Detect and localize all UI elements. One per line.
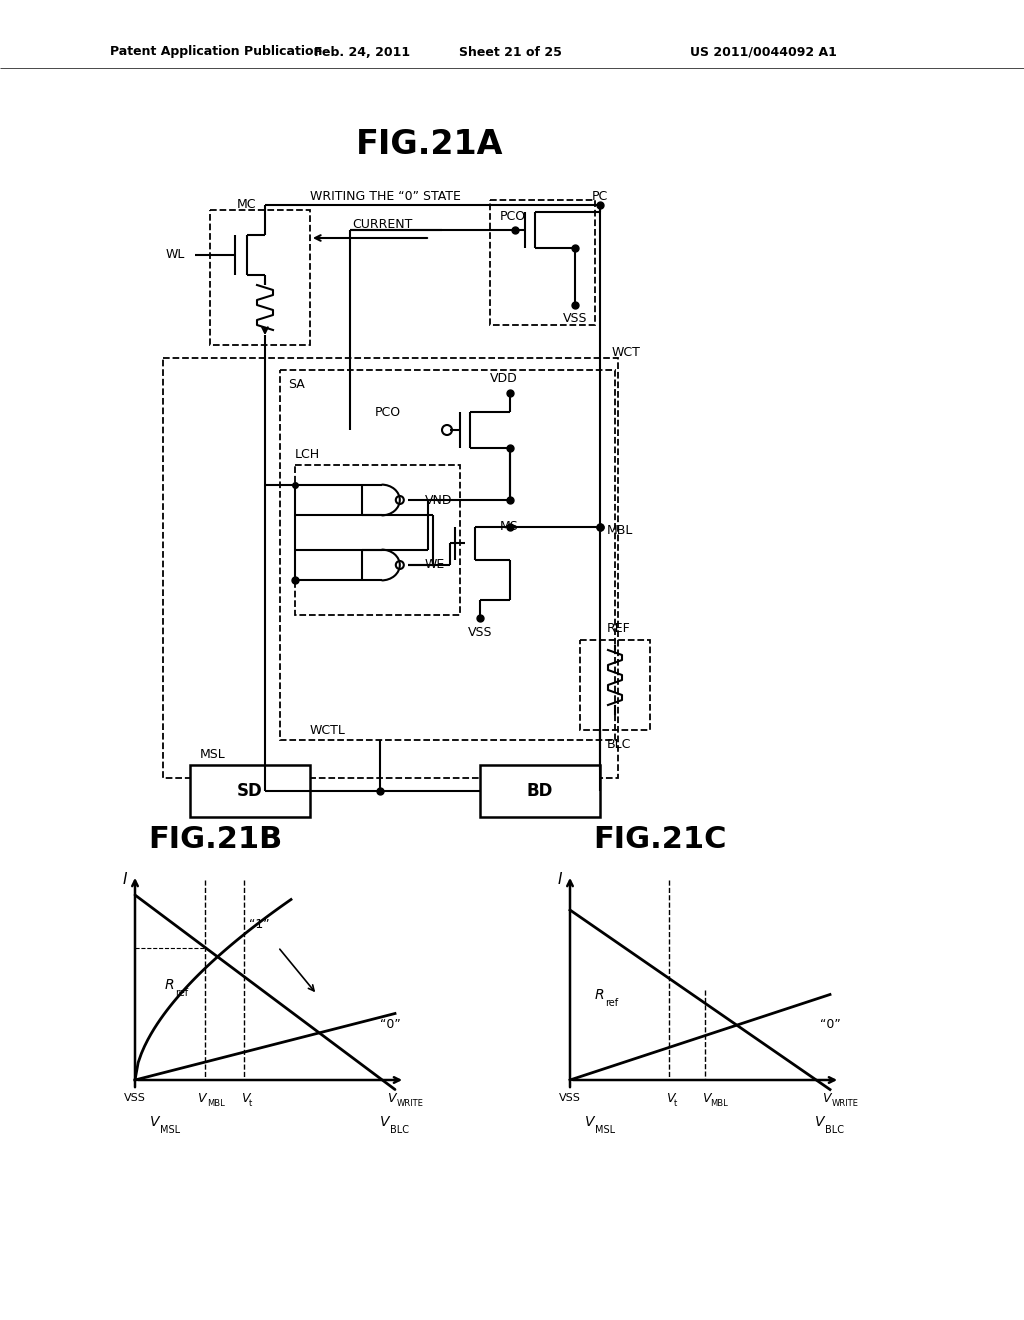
Text: V: V	[702, 1092, 711, 1105]
Text: MBL: MBL	[607, 524, 634, 536]
Text: LCH: LCH	[295, 449, 321, 462]
Text: t: t	[249, 1098, 253, 1107]
Bar	[280, 370, 615, 741]
Bar	[580, 640, 650, 730]
Text: V: V	[242, 1092, 250, 1105]
Text: FIG.21B: FIG.21B	[147, 825, 283, 854]
Text: WRITING THE “0” STATE: WRITING THE “0” STATE	[309, 190, 461, 202]
Text: BLC: BLC	[825, 1125, 844, 1135]
Text: MBL: MBL	[711, 1098, 728, 1107]
Text: MBL: MBL	[207, 1098, 225, 1107]
Text: WCT: WCT	[612, 346, 641, 359]
Text: VSS: VSS	[559, 1093, 581, 1104]
Bar	[190, 766, 310, 817]
Text: V: V	[150, 1115, 160, 1129]
Text: VSS: VSS	[468, 626, 493, 639]
Text: MSL: MSL	[200, 748, 225, 762]
Text: Patent Application Publication: Patent Application Publication	[110, 45, 323, 58]
Text: VSS: VSS	[563, 312, 587, 325]
Text: Sheet 21 of 25: Sheet 21 of 25	[459, 45, 561, 58]
Bar	[210, 210, 310, 345]
Text: US 2011/0044092 A1: US 2011/0044092 A1	[690, 45, 837, 58]
Text: V: V	[822, 1092, 830, 1105]
Text: ref: ref	[175, 987, 188, 998]
Text: “1”: “1”	[249, 919, 270, 932]
Text: WE: WE	[425, 558, 445, 572]
Text: PCO: PCO	[375, 407, 401, 420]
Text: Feb. 24, 2011: Feb. 24, 2011	[314, 45, 410, 58]
Bar	[480, 766, 600, 817]
Text: “0”: “0”	[380, 1019, 400, 1031]
Text: MC: MC	[238, 198, 257, 210]
Text: SA: SA	[288, 378, 305, 391]
Text: V: V	[380, 1115, 389, 1129]
Text: FIG.21C: FIG.21C	[593, 825, 727, 854]
Text: I: I	[123, 873, 127, 887]
Text: MSL: MSL	[160, 1125, 180, 1135]
Text: VND: VND	[425, 494, 453, 507]
Text: PCO: PCO	[500, 210, 526, 223]
Text: V: V	[387, 1092, 395, 1105]
Text: WL: WL	[166, 248, 185, 261]
Bar	[490, 201, 595, 325]
Text: MSL: MSL	[595, 1125, 615, 1135]
Text: BLC: BLC	[607, 738, 632, 751]
Text: V: V	[666, 1092, 674, 1105]
Bar	[163, 358, 618, 777]
Bar	[295, 465, 460, 615]
Text: V: V	[815, 1115, 824, 1129]
Text: ref: ref	[605, 998, 618, 1008]
Text: MS: MS	[500, 520, 519, 533]
Text: SD: SD	[238, 781, 263, 800]
Text: WRITE: WRITE	[831, 1098, 859, 1107]
Text: CURRENT: CURRENT	[352, 218, 413, 231]
Text: PC: PC	[592, 190, 608, 202]
Text: R: R	[595, 987, 604, 1002]
Text: VSS: VSS	[124, 1093, 146, 1104]
Text: VDD: VDD	[490, 371, 518, 384]
Text: BLC: BLC	[390, 1125, 409, 1135]
Text: BD: BD	[526, 781, 553, 800]
Text: WCTL: WCTL	[310, 723, 346, 737]
Text: “0”: “0”	[820, 1019, 841, 1031]
Text: I: I	[557, 873, 562, 887]
Text: REF: REF	[607, 622, 631, 635]
Text: R: R	[165, 978, 175, 993]
Text: t: t	[674, 1098, 677, 1107]
Text: V: V	[585, 1115, 595, 1129]
Text: V: V	[198, 1092, 206, 1105]
Text: WRITE: WRITE	[397, 1098, 424, 1107]
Text: FIG.21A: FIG.21A	[356, 128, 504, 161]
